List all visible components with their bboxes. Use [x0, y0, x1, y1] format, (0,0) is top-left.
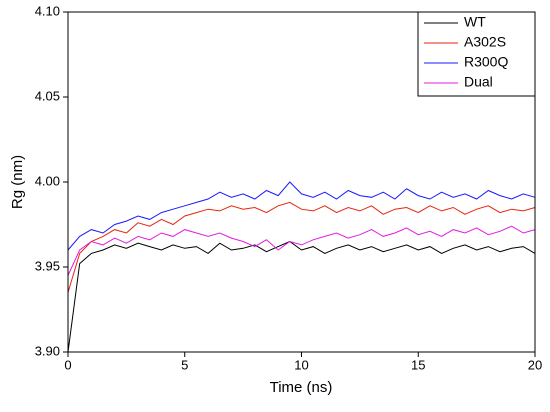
series-line: [67, 201, 536, 293]
y-tick-label: 3.95: [35, 258, 60, 273]
series-line: [67, 225, 536, 276]
x-tick-label: 5: [181, 357, 188, 372]
x-tick-label: 0: [64, 357, 71, 372]
y-tick-label: 3.90: [35, 343, 60, 358]
legend-box: [417, 11, 536, 97]
legend-label: A302S: [464, 34, 506, 50]
plot-frame: [67, 11, 536, 353]
legend-label: R300Q: [464, 54, 508, 70]
y-tick-label: 4.10: [35, 3, 60, 18]
series-line: [67, 181, 536, 251]
legend-label: WT: [464, 14, 486, 30]
series-line: [67, 240, 536, 353]
x-tick-label: 20: [528, 357, 542, 372]
legend-label: Dual: [464, 74, 493, 90]
x-axis-label: Time (ns): [270, 379, 333, 396]
x-tick-label: 10: [294, 357, 308, 372]
y-axis-label: Rg (nm): [9, 155, 26, 209]
x-tick-label: 15: [411, 357, 425, 372]
y-tick-label: 4.00: [35, 173, 60, 188]
y-tick-label: 4.05: [35, 88, 60, 103]
